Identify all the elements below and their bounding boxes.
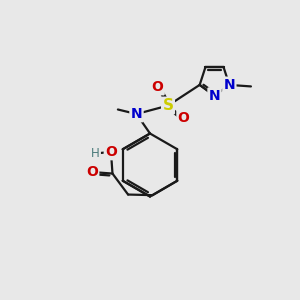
Text: O: O <box>105 145 117 159</box>
Text: N: N <box>224 78 235 92</box>
Text: H: H <box>91 147 100 160</box>
Text: N: N <box>131 107 142 121</box>
Text: O: O <box>86 165 98 179</box>
Text: O: O <box>178 111 190 125</box>
Text: S: S <box>163 98 173 113</box>
Text: N: N <box>209 89 220 103</box>
Text: O: O <box>152 80 164 94</box>
